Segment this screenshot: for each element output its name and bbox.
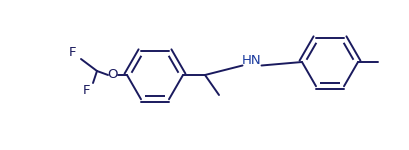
Text: HN: HN <box>242 54 261 67</box>
Text: F: F <box>69 46 77 60</box>
Text: F: F <box>83 84 91 98</box>
Text: O: O <box>108 69 118 81</box>
